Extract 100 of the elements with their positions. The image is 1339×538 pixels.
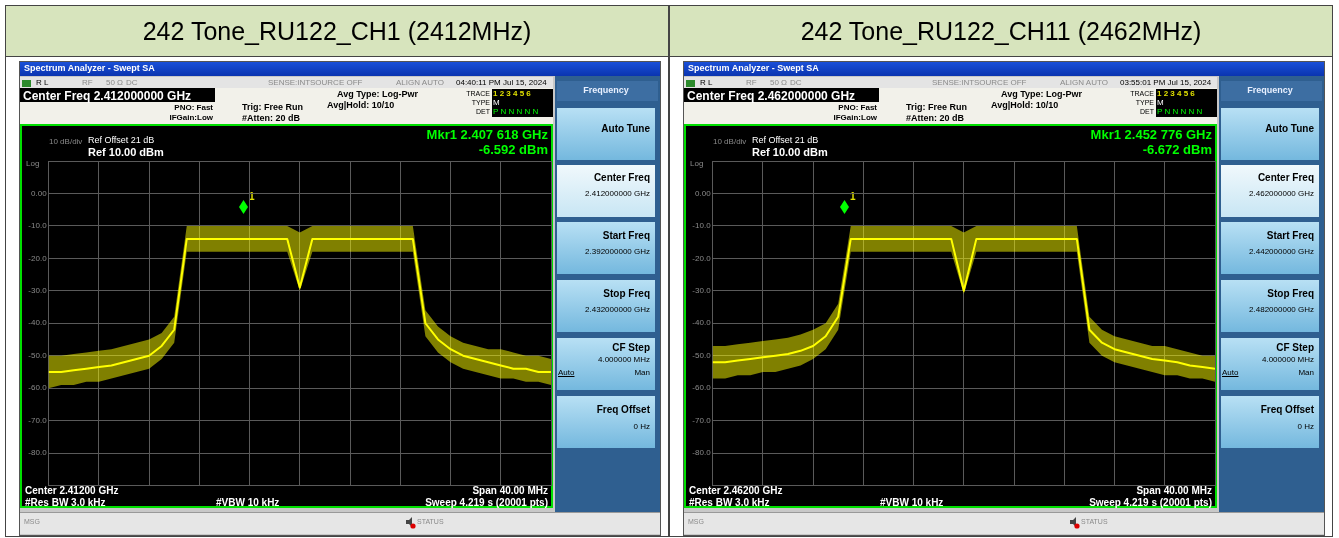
y-tick-label: -80.0	[692, 448, 712, 458]
y-tick-label: -30.0	[692, 286, 712, 295]
text: Center Freq	[593, 172, 650, 183]
text: IFGain:Low	[169, 113, 213, 122]
text: M	[1157, 98, 1164, 107]
text: Auto Tune	[1265, 123, 1314, 134]
text: Center Freq	[1257, 172, 1314, 183]
text: 50 Ω	[106, 78, 124, 87]
text: #Atten: 20 dB	[906, 113, 965, 123]
text: Sweep 4.219 s (20001 pts)	[425, 497, 548, 508]
text: Freq Offset	[1260, 404, 1314, 415]
annotation: Center 2.41200 GHz	[25, 485, 119, 496]
text: #VBW 10 kHz	[216, 497, 280, 508]
text: Ref 10.00 dBm	[752, 146, 828, 158]
y-tick-label: -40.0	[692, 318, 712, 328]
text: Frequency	[1247, 85, 1293, 95]
text: Ref Offset 21 dB	[752, 135, 819, 145]
text: Spectrum Analyzer - Swept SA	[24, 63, 155, 73]
text: Center Freq 2.412000000 GHz	[23, 89, 192, 103]
text: #VBW 10 kHz	[880, 497, 944, 508]
text: 04:40:11 PM Jul 15, 2024	[456, 78, 547, 87]
text: CF Step	[1276, 342, 1314, 353]
text: M	[493, 98, 500, 107]
text: Avg Type: Log-Pwr	[1001, 89, 1082, 99]
y-tick-label: -20.0	[28, 253, 48, 263]
text: -6.592 dBm	[478, 142, 548, 157]
text: 03:55:01 PM Jul 15, 2024	[1120, 78, 1212, 87]
text: RF	[746, 78, 757, 87]
text: Trig: Free Run	[906, 102, 968, 112]
text: IFGain:Low	[833, 113, 877, 122]
text: Freq Offset	[596, 404, 650, 415]
text: Start Freq	[602, 230, 650, 241]
text: 2.442000000 GHz	[1249, 247, 1314, 256]
text: #Res BW 3.0 kHz	[689, 497, 770, 508]
y-tick-label: -80.0	[28, 448, 48, 458]
y-tick-label: -70.0	[692, 415, 712, 425]
text: #Res BW 3.0 kHz	[25, 497, 106, 508]
text: Man	[634, 368, 650, 377]
text: CF Step	[612, 342, 650, 353]
y-tick-label: -50.0	[28, 350, 48, 360]
text: 10 dB/div	[713, 137, 747, 146]
annotation: Center 2.46200 GHz	[689, 485, 783, 496]
text: 4.000000 MHz	[1261, 355, 1314, 364]
text: 2.432000000 GHz	[585, 305, 650, 314]
text: 0 Hz	[633, 422, 650, 431]
text: Spectrum Analyzer - Swept SA	[688, 63, 819, 73]
y-tick-label: -20.0	[692, 253, 712, 263]
text: ALIGN AUTO	[396, 78, 444, 87]
y-tick-label: -70.0	[28, 415, 48, 425]
text: R L	[36, 78, 49, 87]
text: Center Freq 2.462000000 GHz	[687, 89, 856, 103]
text: P N N N N N	[1157, 107, 1203, 116]
text: 2.392000000 GHz	[585, 247, 650, 256]
y-tick-label: -30.0	[28, 286, 48, 295]
text: 50 Ω	[770, 78, 788, 87]
text: DC	[126, 78, 138, 87]
y-tick-label: -60.0	[692, 383, 712, 393]
text: Mkr1 2.452 776 GHz	[1090, 127, 1212, 142]
text: Auto	[1222, 368, 1239, 377]
y-tick-label: -40.0	[28, 318, 48, 328]
text: Mkr1 2.407 618 GHz	[426, 127, 548, 142]
text: 10 dB/div	[49, 137, 83, 146]
text: 2.462000000 GHz	[1249, 189, 1314, 198]
text: 2.412000000 GHz	[585, 189, 650, 198]
text: 1 2 3 4 5 6	[493, 89, 531, 98]
text: 4.000000 MHz	[597, 355, 650, 364]
text: Frequency	[583, 85, 629, 95]
text: -6.672 dBm	[1142, 142, 1212, 157]
text: 0 Hz	[1297, 422, 1314, 431]
chart-title: 242 Tone_RU122_CH11 (2462MHz)	[800, 17, 1202, 45]
text: Avg|Hold: 10/10	[991, 100, 1059, 110]
text: P N N N N N	[493, 107, 539, 116]
source-note: SOURCE OFF	[974, 78, 1027, 87]
chart-title: 242 Tone_RU122_CH1 (2412MHz)	[142, 17, 532, 45]
text: Ref Offset 21 dB	[88, 135, 155, 145]
source-note: SOURCE OFF	[310, 78, 363, 87]
y-tick-label: 0.00	[695, 188, 712, 198]
text: Stop Freq	[603, 288, 650, 299]
text: RF	[82, 78, 93, 87]
y-tick-label: -10.0	[28, 221, 48, 231]
text: Ref 10.00 dBm	[88, 146, 164, 158]
text: Start Freq	[1266, 230, 1314, 241]
text: DC	[790, 78, 802, 87]
text: Sweep 4.219 s (20001 pts)	[1089, 497, 1212, 508]
text: Auto	[558, 368, 575, 377]
text: #Atten: 20 dB	[242, 113, 301, 123]
text: Stop Freq	[1267, 288, 1314, 299]
text: Auto Tune	[601, 123, 650, 134]
text: SENSE:INT	[268, 78, 311, 87]
text: PNO: Fast	[174, 103, 213, 112]
annotation: Span 40.00 MHz	[1136, 485, 1212, 496]
text: SENSE:INT	[932, 78, 975, 87]
text: 1 2 3 4 5 6	[1157, 89, 1195, 98]
text: Trig: Free Run	[242, 102, 304, 112]
text: Avg Type: Log-Pwr	[337, 89, 418, 99]
text: ALIGN AUTO	[1060, 78, 1108, 87]
text: Avg|Hold: 10/10	[327, 100, 395, 110]
text: Man	[1298, 368, 1314, 377]
annotation: Span 40.00 MHz	[472, 485, 548, 496]
text: Log	[26, 159, 40, 168]
